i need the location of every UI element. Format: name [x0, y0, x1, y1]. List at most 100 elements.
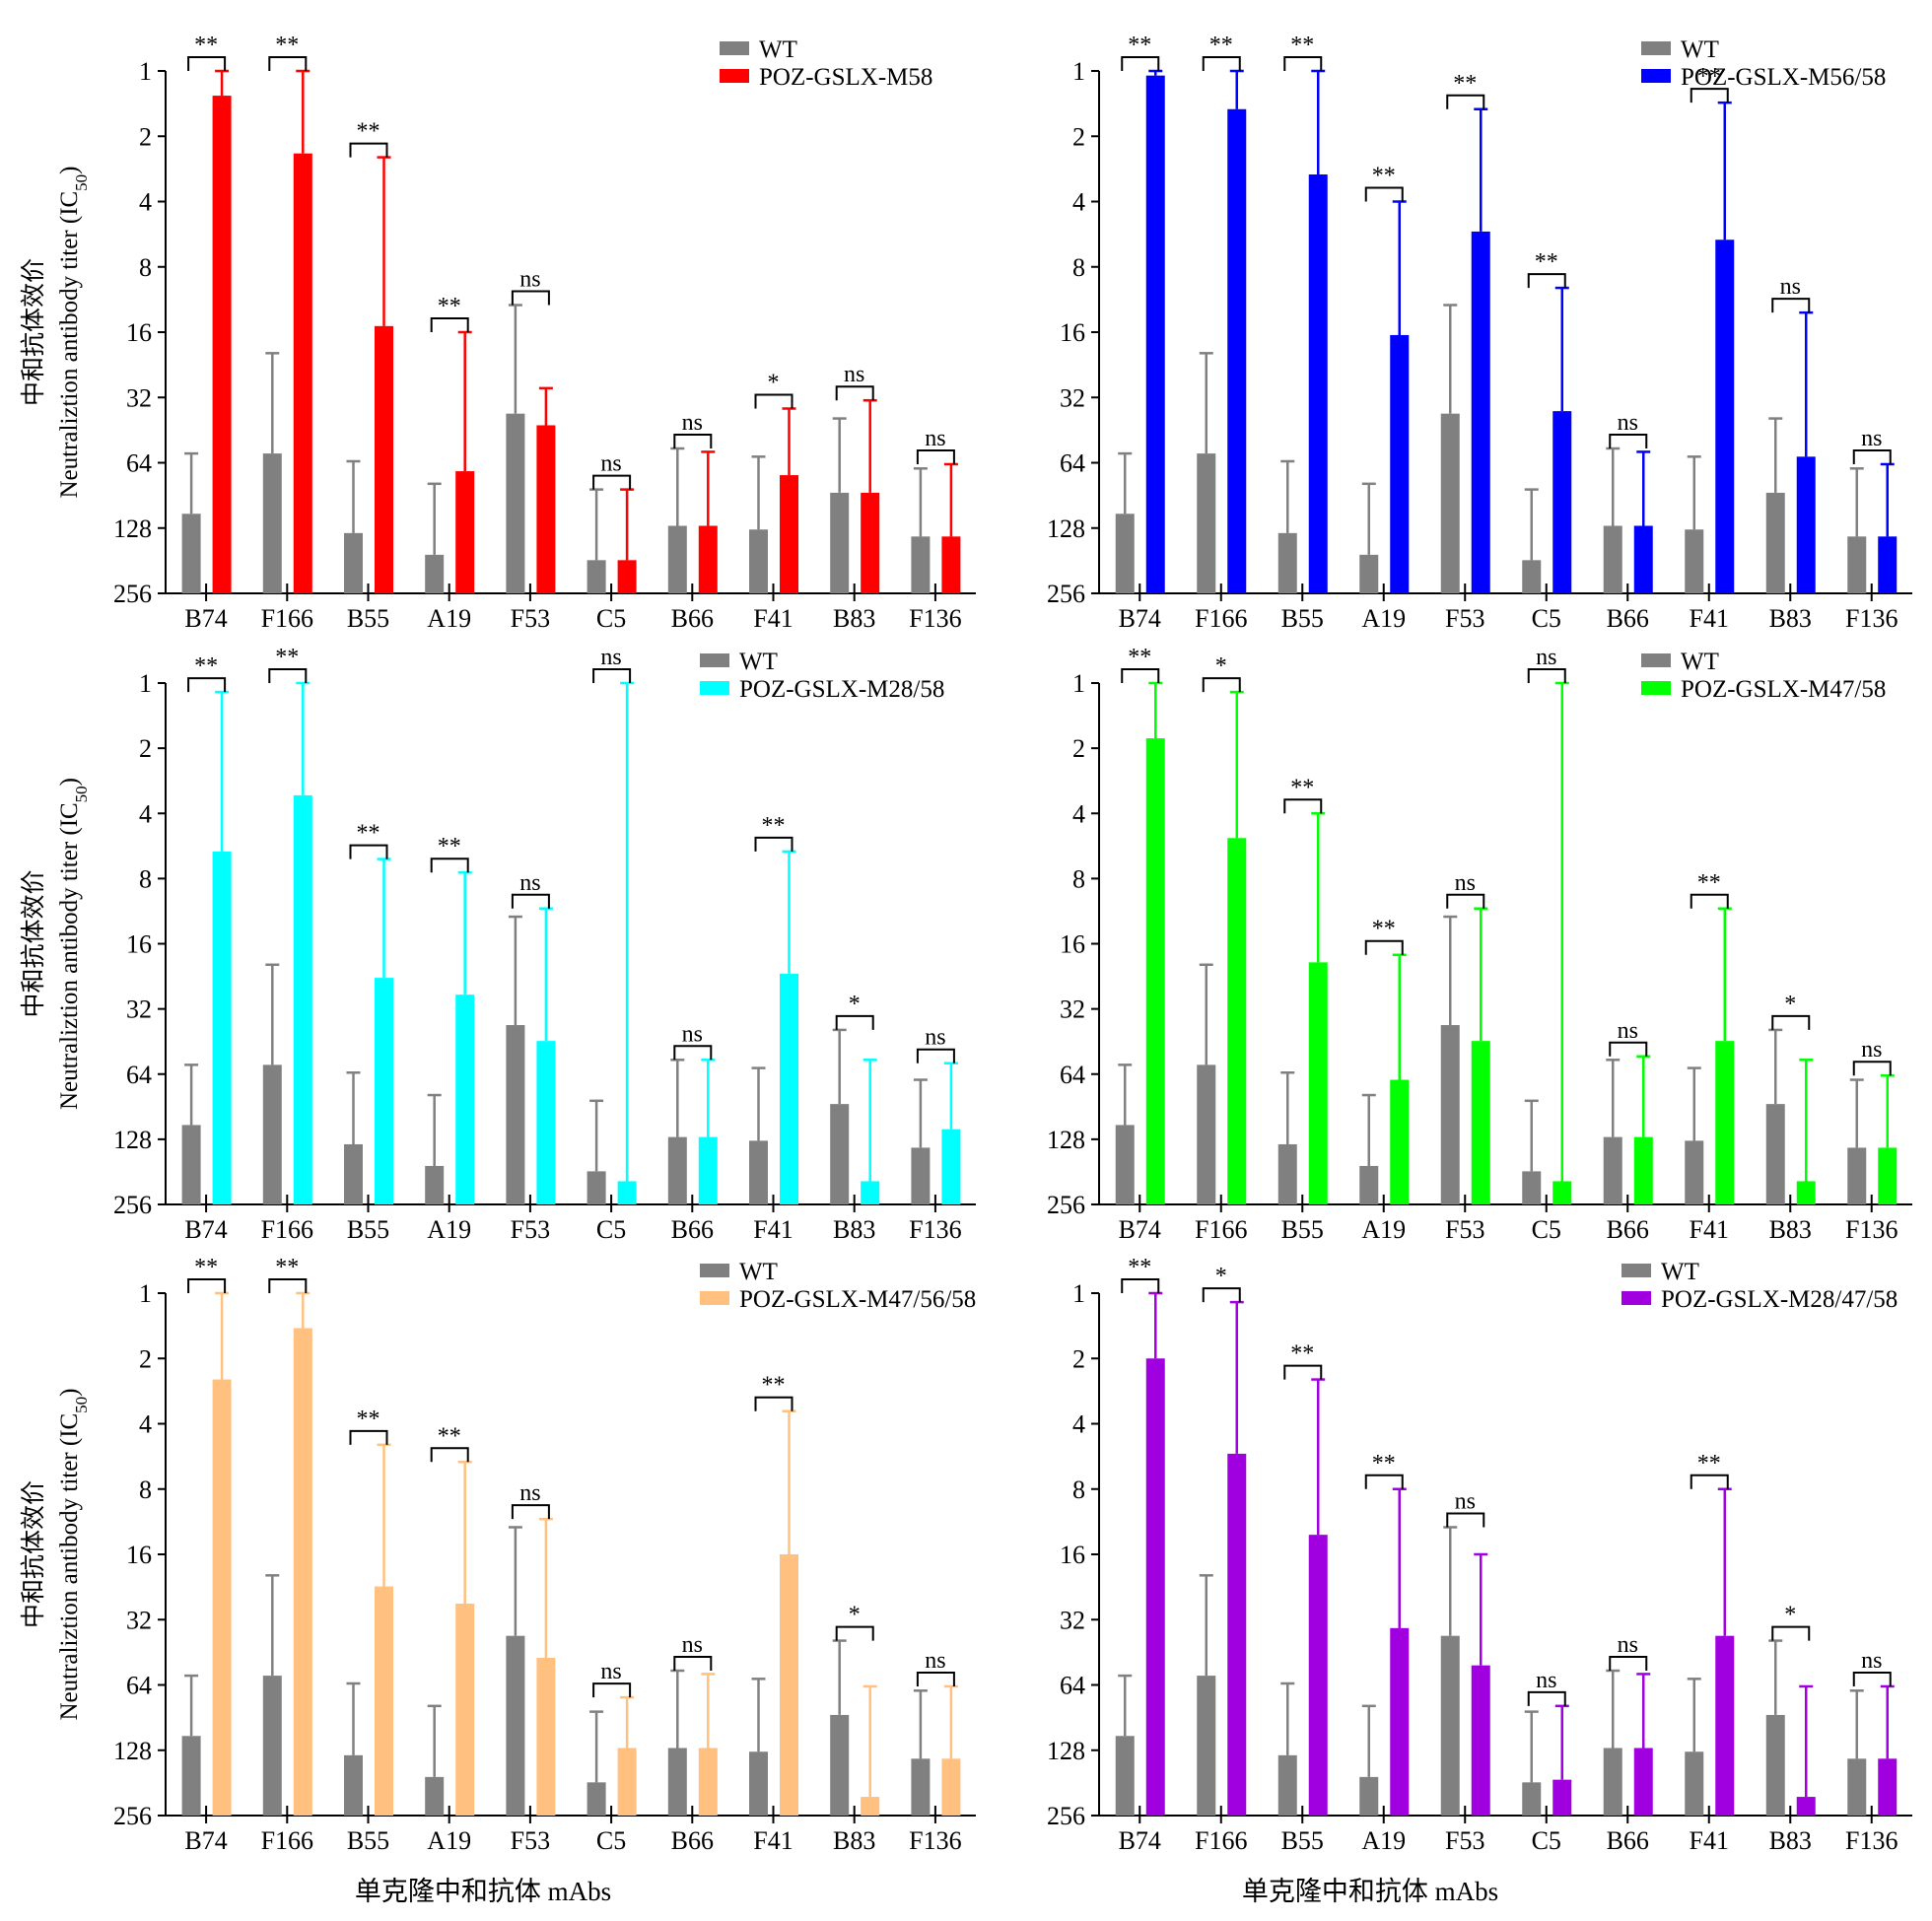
x-tick-label: F136 [1845, 1215, 1898, 1244]
legend-swatch-wt [1641, 653, 1671, 667]
significance-label: ** [438, 294, 461, 319]
x-tick-label: C5 [596, 1215, 626, 1244]
x-tick-label: C5 [596, 1826, 626, 1855]
y-tick-label: 32 [1060, 995, 1085, 1024]
x-tick-label: A19 [1361, 1826, 1406, 1855]
significance-bracket [349, 844, 388, 859]
wt-bar [181, 1125, 201, 1204]
mutant-bar [1715, 1635, 1735, 1816]
x-tick-label: F41 [753, 604, 793, 633]
significance-bracket [1690, 88, 1729, 103]
mutant-bar [1633, 1136, 1653, 1204]
y-tick-label: 128 [113, 1737, 152, 1765]
significance-bracket [1446, 893, 1485, 909]
y-tick-label: 4 [139, 799, 152, 828]
significance-label: ns [1780, 274, 1801, 300]
wt-bar [911, 1147, 931, 1204]
y-tick-label: 64 [1060, 1672, 1085, 1700]
significance-label: ns [844, 362, 864, 387]
significance-label: ** [1453, 71, 1477, 97]
y-axis-label-cn: 中和抗体效价 [20, 1480, 47, 1628]
wt-bar [586, 1782, 606, 1816]
x-tick-label: A19 [1361, 604, 1406, 633]
significance-bracket [1446, 94, 1485, 109]
mutant-bar [617, 1748, 637, 1816]
wt-bar [749, 1140, 768, 1204]
significance-label: ** [1128, 33, 1151, 58]
significance-label: ns [1618, 1632, 1638, 1658]
wt-bar [262, 453, 282, 593]
y-tick-label: 64 [126, 1672, 152, 1700]
mutant-bar [1878, 536, 1898, 593]
x-tick-label: B83 [1769, 604, 1812, 633]
x-tick-label: B55 [347, 1826, 389, 1855]
significance-bracket [349, 1429, 388, 1445]
significance-bracket [349, 142, 388, 158]
significance-bracket [916, 448, 955, 464]
significance-label: * [1784, 1603, 1796, 1628]
wt-bar [667, 1748, 687, 1816]
significance-label: ns [1861, 1037, 1882, 1063]
significance-bracket [1364, 186, 1404, 202]
y-tick-label: 2 [1072, 734, 1085, 763]
x-tick-label: F136 [1845, 604, 1898, 633]
significance-label: ** [275, 645, 299, 670]
mutant-bar [293, 153, 312, 593]
y-tick-label: 256 [1047, 580, 1085, 608]
significance-label: ** [762, 813, 786, 839]
significance-label: * [1784, 992, 1796, 1017]
chart-panel-2: 1 2 4 8 16 32 64 128 256 B74 ** F166 ** B55 ** A19 ** F53… [1047, 33, 1912, 633]
legend-label-wt: WT [739, 1259, 778, 1285]
significance-label: ** [1697, 870, 1721, 896]
mutant-bar [1878, 1147, 1898, 1204]
significance-label: ns [519, 267, 540, 293]
mutant-bar [1471, 1665, 1490, 1816]
y-axis-label-cn: 中和抗体效价 [20, 869, 47, 1017]
y-axis-label-en: Neutraliztion antibody titer (IC50) [56, 1388, 91, 1720]
significance-label: ** [1128, 645, 1151, 670]
significance-bracket [1690, 1474, 1729, 1489]
legend-label-mutant: POZ-GSLX-M28/47/58 [1661, 1286, 1898, 1313]
legend-label-mutant: POZ-GSLX-M47/56/58 [739, 1286, 976, 1313]
significance-label: ns [600, 645, 621, 670]
mutant-bar [455, 995, 475, 1204]
legend-label-wt: WT [739, 649, 778, 675]
mutant-bar [212, 851, 232, 1204]
y-tick-label: 32 [1060, 383, 1085, 412]
legend-label-mutant: POZ-GSLX-M56/58 [1681, 64, 1886, 91]
significance-label: ns [682, 1021, 703, 1047]
significance-bracket [1852, 448, 1892, 464]
wt-bar [1359, 1776, 1379, 1816]
significance-bracket [268, 1278, 308, 1293]
mutant-bar [941, 1758, 961, 1816]
wt-bar [911, 1758, 931, 1816]
significance-label: ** [1290, 33, 1314, 58]
y-tick-label: 2 [139, 1344, 152, 1373]
y-tick-label: 8 [139, 1475, 152, 1504]
mutant-bar [1878, 1758, 1898, 1816]
x-tick-label: B66 [671, 604, 714, 633]
significance-label: ** [1128, 1255, 1151, 1280]
wt-bar [344, 1754, 363, 1816]
significance-bracket [1121, 56, 1160, 71]
wt-bar [425, 554, 445, 593]
x-tick-label: B83 [833, 1215, 875, 1244]
chart-panel-3: 1 2 4 8 16 32 64 128 256 中和抗体效价 Neutraliztion anti… [20, 645, 976, 1244]
mutant-bar [780, 973, 798, 1204]
x-tick-label: B74 [1119, 1826, 1161, 1855]
x-tick-label: A19 [427, 604, 471, 633]
wt-bar [1603, 1136, 1622, 1204]
significance-bracket [1121, 1278, 1160, 1293]
mutant-bar [1145, 1358, 1165, 1816]
significance-label: * [849, 992, 861, 1017]
significance-label: * [849, 1603, 861, 1628]
significance-label: ns [1536, 645, 1556, 670]
significance-bracket [268, 668, 308, 683]
x-tick-label: B55 [1281, 604, 1324, 633]
significance-bracket [592, 1682, 632, 1698]
mutant-bar [617, 560, 637, 593]
significance-label: ** [275, 1255, 299, 1280]
wt-bar [1847, 1758, 1867, 1816]
